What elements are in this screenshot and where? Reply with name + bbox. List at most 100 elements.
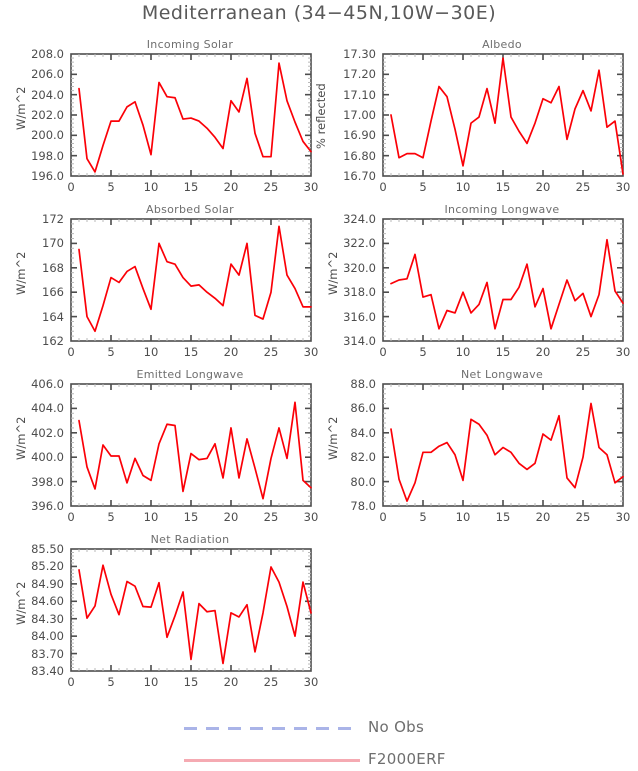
x-tick-label: 20 [535,180,551,194]
y-tick-label: 78.0 [350,499,376,513]
x-tick-label: 0 [67,510,75,524]
x-tick-label: 15 [183,510,199,524]
panel-albedo: Albedo 16.70 16.80 16.90 17.00 17.10 17.20 17.3… [314,38,630,194]
y-tick-label: 398.0 [31,474,64,489]
axes-frame [70,218,312,342]
y-tick-label: 206.0 [31,67,64,82]
x-tick-label: 20 [223,510,239,524]
x-tick-label: 15 [495,510,511,524]
y-tick-label: 314.0 [343,334,376,348]
x-tick-label: 20 [223,180,239,194]
x-tick-label: 5 [107,510,115,524]
data-line-f2000erf [78,564,312,665]
y-tick-label: 402.0 [31,425,64,440]
y-tick-label: 404.0 [31,401,64,416]
x-tick-label: 0 [379,180,387,194]
y-tick-label: 316.0 [343,309,376,324]
x-tick-label: 10 [143,180,159,194]
y-tick-label: 320.0 [343,260,376,275]
plot-area-albedo [382,53,624,177]
data-line-f2000erf [390,57,624,175]
y-tick-label: 85.20 [31,559,64,574]
y-tick-label: 396.0 [31,499,64,513]
x-tick-label: 10 [143,675,159,689]
x-tick-label: 30 [615,345,631,359]
y-tick-label: 168 [42,260,64,275]
x-tick-label: 15 [183,345,199,359]
x-tick-label: 30 [303,180,319,194]
y-tick-label: 80.0 [350,474,376,489]
x-tick-label: 0 [67,345,75,359]
y-tick-label: 406.0 [31,377,64,391]
y-tick-label: 166 [42,285,64,300]
legend-swatch-no-obs [184,727,360,730]
y-tick-label: 198.0 [31,148,64,163]
x-tick-label: 25 [575,180,591,194]
axes-frame [382,383,624,507]
y-tick-label: 162 [42,334,64,348]
panel-title-incoming-solar: Incoming Solar [146,38,234,51]
x-tick-label: 5 [107,345,115,359]
x-tick-label: 25 [263,180,279,194]
x-tick-label: 25 [263,345,279,359]
x-tick-label: 15 [495,345,511,359]
x-tick-label: 10 [143,510,159,524]
y-tick-label: 318.0 [343,285,376,300]
x-tick-label: 10 [455,180,471,194]
plot-area-emitted-longwave [70,383,312,507]
y-axis-label-incoming-longwave: W/m^2 [326,251,340,295]
plot-area-net-radiation [70,548,312,672]
y-tick-label: 17.10 [343,87,376,102]
panel-emitted-longwave: Emitted Longwave 396.0 398.0 400.0 402.0 404.… [14,368,318,524]
plot-area-net-longwave [382,383,624,507]
y-tick-label: 17.20 [343,67,376,82]
plot-area-incoming-longwave [382,218,624,342]
y-tick-label: 83.40 [31,664,64,678]
x-tick-label: 0 [379,345,387,359]
y-tick-label: 83.70 [31,646,64,661]
y-axis-label-incoming-solar: W/m^2 [14,86,28,130]
figure-title: Mediterranean (34−45N,10W−30E) [141,2,497,24]
x-tick-label: 15 [495,180,511,194]
y-tick-label: 85.50 [31,542,64,556]
x-tick-label: 25 [263,510,279,524]
y-tick-label: 324.0 [343,212,376,226]
x-tick-label: 5 [107,180,115,194]
y-tick-label: 84.60 [31,594,64,609]
y-tick-label: 84.30 [31,611,64,626]
x-tick-label: 30 [615,180,631,194]
panel-incoming-solar: Incoming Solar 196.0 198.0 200.0 202.0 204.0 2… [14,38,318,194]
y-tick-label: 172 [42,212,64,226]
x-tick-label: 5 [419,180,427,194]
y-axis-label-absorbed-solar: W/m^2 [14,251,28,295]
panel-net-longwave: Net Longwave 78.0 80.0 82.0 84.0 86.0 88.0 0 5 10… [326,368,630,524]
y-tick-label: 322.0 [343,236,376,251]
x-tick-label: 20 [223,345,239,359]
x-tick-label: 5 [419,510,427,524]
axes-frame [382,53,624,177]
data-line-f2000erf [78,62,312,173]
y-tick-label: 202.0 [31,108,64,122]
y-tick-label: 170 [42,236,64,251]
plot-area-absorbed-solar [70,218,312,342]
x-tick-label: 25 [263,675,279,689]
x-tick-label: 30 [303,675,319,689]
y-tick-label: 84.00 [31,629,64,644]
x-tick-label: 10 [143,345,159,359]
legend-swatch-f2000erf [184,759,360,762]
x-tick-label: 30 [615,510,631,524]
data-line-f2000erf [390,402,624,502]
y-tick-label: 204.0 [31,87,64,102]
panel-title-incoming-longwave: Incoming Longwave [444,203,560,216]
y-axis-label-albedo: % reflected [314,83,328,150]
legend-label-no-obs: No Obs [368,718,425,736]
y-axis-label-net-longwave: W/m^2 [326,416,340,460]
panel-title-emitted-longwave: Emitted Longwave [136,368,244,381]
y-tick-label: 84.90 [31,576,64,591]
x-tick-label: 5 [419,345,427,359]
x-tick-label: 25 [575,510,591,524]
x-tick-label: 30 [303,345,319,359]
x-tick-label: 25 [575,345,591,359]
panel-incoming-longwave: Incoming Longwave 314.0 316.0 318.0 320.0 322… [326,203,630,359]
